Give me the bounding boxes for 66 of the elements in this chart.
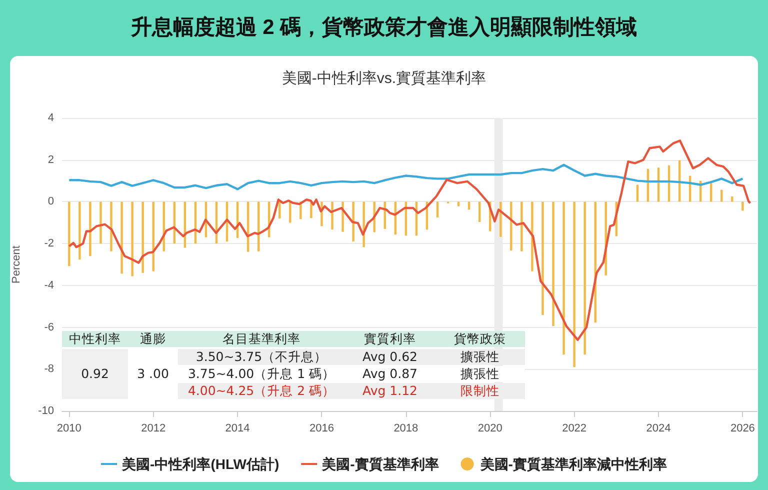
- annotation: 3.75~4.00（升息 1 碼）: [178, 366, 345, 382]
- x-tick-label: 2026: [730, 422, 755, 434]
- bar: [510, 202, 512, 250]
- annotation: 貨幣政策: [435, 331, 525, 347]
- y-axis-title: Percent: [10, 246, 22, 284]
- bar: [110, 202, 112, 252]
- chart-subtitle: 美國-中性利率vs.實質基準利率: [282, 70, 486, 87]
- y-tick-label: -4: [44, 279, 54, 292]
- bar: [468, 202, 470, 210]
- line-series: [68, 164, 744, 190]
- annotation: Avg 1.12: [345, 383, 435, 399]
- annotation: Avg 0.87: [345, 366, 435, 382]
- bar: [584, 202, 586, 354]
- x-tick-label: 2010: [56, 422, 82, 434]
- x-tick-label: 2024: [646, 422, 671, 434]
- bar: [142, 202, 144, 273]
- bar: [436, 202, 439, 218]
- bar: [331, 202, 334, 230]
- annotation: 擴張性: [435, 349, 525, 365]
- x-tick-label: 2014: [225, 422, 250, 434]
- annotation: 通膨: [128, 331, 178, 347]
- x-tick-label: 2022: [562, 422, 587, 434]
- y-tick-label: 2: [48, 154, 54, 166]
- y-tick-label: -6: [44, 321, 54, 334]
- annotation: 0.92: [62, 349, 128, 399]
- x-tick-label: 2012: [141, 422, 166, 434]
- annotation: 限制性: [435, 383, 525, 399]
- bar: [531, 202, 534, 272]
- bar: [552, 202, 554, 326]
- annotation: 4.00~4.25（升息 2 碼）: [178, 383, 345, 399]
- legend-label: 美國-中性利率(HLW估計): [121, 456, 280, 472]
- y-tick-label: -8: [44, 363, 54, 376]
- bar: [520, 202, 523, 252]
- bar: [131, 202, 134, 276]
- x-tick-label: 2016: [309, 422, 334, 434]
- bar: [562, 202, 565, 354]
- y-tick-label: -2: [44, 238, 54, 250]
- y-tick-label: 4: [48, 112, 54, 124]
- bar: [573, 202, 576, 368]
- bar: [742, 202, 744, 211]
- x-tick-label: 2020: [478, 422, 502, 434]
- bar: [731, 196, 734, 202]
- bar: [457, 202, 460, 206]
- bar: [152, 202, 154, 272]
- annotation: Avg 0.62: [345, 349, 435, 365]
- chart-title: 升息幅度超過 2 碼，貨幣政策才會進入明顯限制性領域: [130, 15, 638, 39]
- y-tick-label: 0: [48, 196, 54, 208]
- x-tick-label: 2018: [394, 422, 418, 434]
- bar: [78, 202, 81, 260]
- y-tick-label: -10: [38, 405, 54, 417]
- annotation: 中性利率: [62, 331, 128, 347]
- bar: [100, 202, 102, 244]
- annotation: 3.50~3.75（不升息）: [178, 349, 345, 365]
- annotation: 名目基準利率: [178, 331, 345, 347]
- bar: [68, 202, 70, 266]
- bar: [289, 202, 292, 223]
- bar: [478, 202, 481, 222]
- bar: [542, 202, 544, 315]
- annotation: 3 .00: [128, 349, 178, 399]
- bar: [89, 202, 92, 256]
- annotation: 擴張性: [435, 366, 525, 382]
- bar: [352, 202, 354, 242]
- legend-label: 美國-實質基準利率減中性利率: [479, 456, 667, 472]
- bar: [120, 202, 123, 274]
- legend-label: 美國-實質基準利率: [321, 456, 439, 472]
- annotation: 實質利率: [345, 331, 435, 347]
